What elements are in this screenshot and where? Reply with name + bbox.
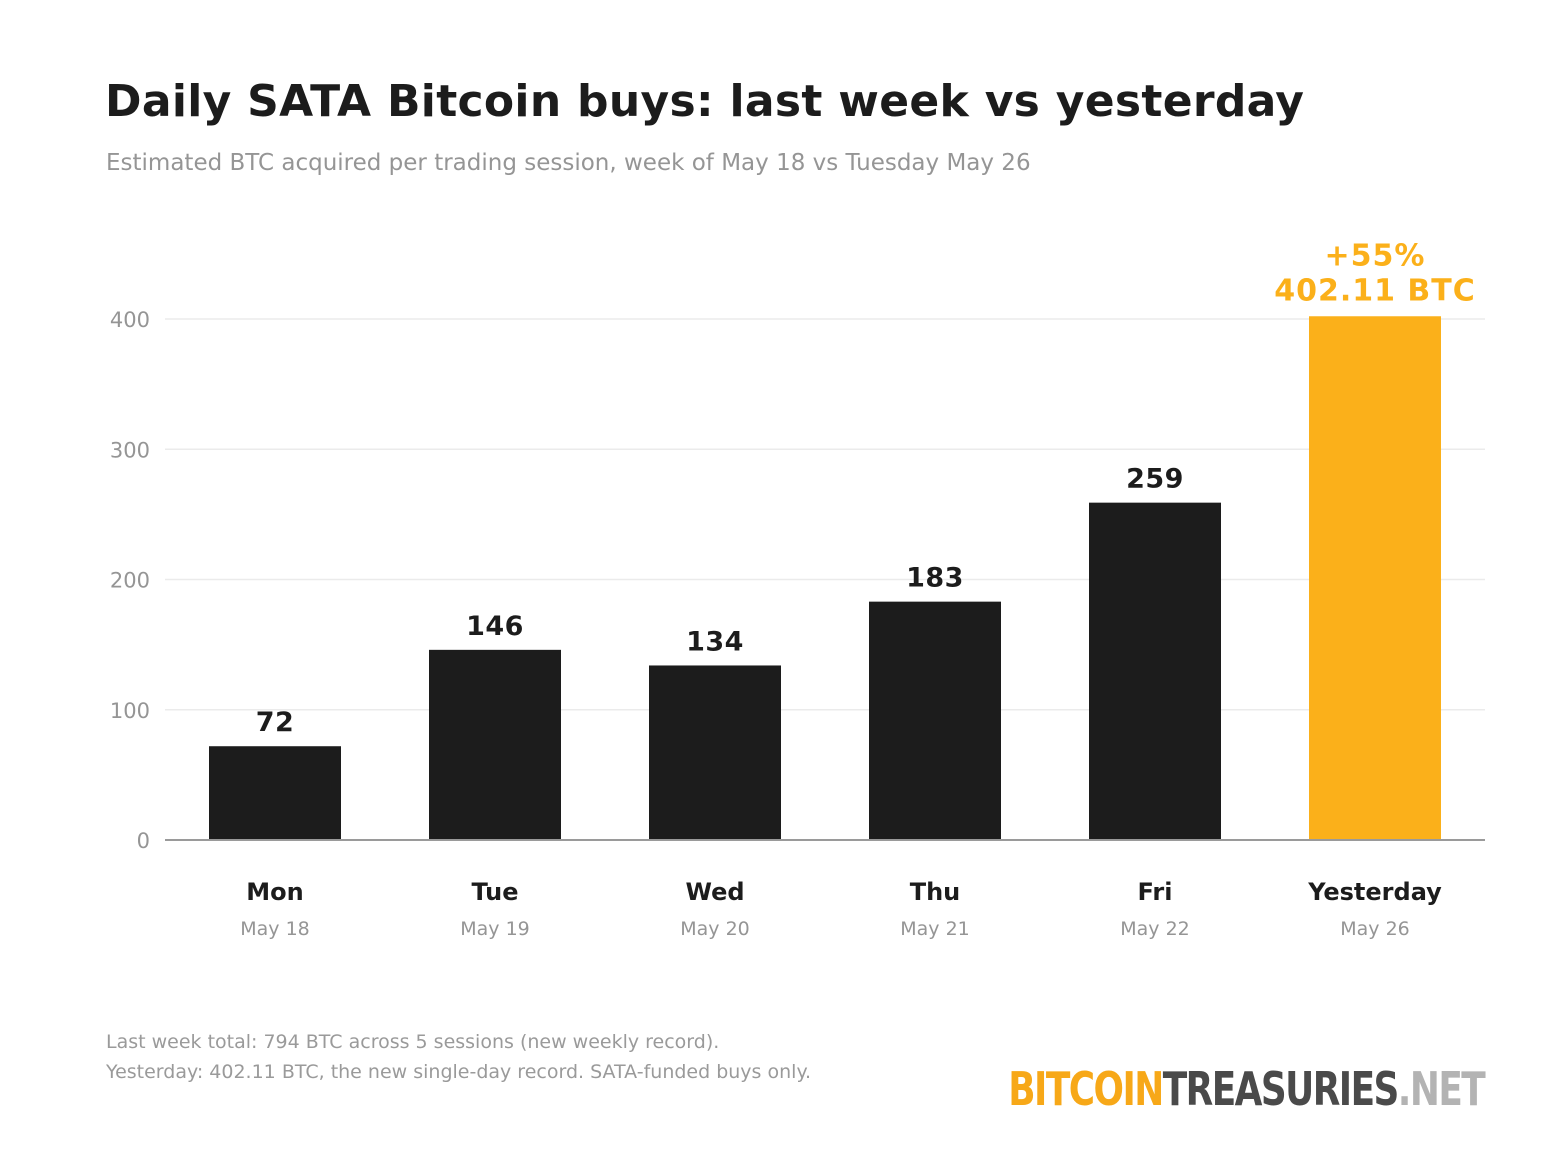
bar xyxy=(209,746,341,840)
bar-value-label: 259 xyxy=(1126,464,1184,495)
x-date-label: May 20 xyxy=(680,918,750,940)
bar xyxy=(869,601,1001,840)
bar-value-label: 183 xyxy=(906,563,964,594)
bar-highlight xyxy=(1309,316,1441,841)
y-tick-label: 300 xyxy=(110,438,150,462)
bar-value-label: 134 xyxy=(686,626,744,657)
x-date-label: May 19 xyxy=(460,918,530,940)
x-category-label: Fri xyxy=(1138,878,1173,906)
brand-logo: BITCOINTREASURIES.NET xyxy=(1008,1062,1486,1116)
brand-logo-part-bitcoin: BITCOIN xyxy=(1008,1062,1164,1116)
bar xyxy=(1089,502,1221,840)
x-category-label: Tue xyxy=(471,878,518,906)
x-date-label: May 18 xyxy=(240,918,310,940)
bar xyxy=(649,665,781,840)
x-date-label: May 26 xyxy=(1340,918,1410,940)
footnote-weekly-total: Last week total: 794 BTC across 5 sessio… xyxy=(106,1031,720,1053)
x-category-label: Wed xyxy=(685,878,744,906)
x-category-label: Thu xyxy=(910,878,961,906)
chart-subtitle: Estimated BTC acquired per trading sessi… xyxy=(106,150,1031,176)
y-tick-label: 0 xyxy=(137,829,150,853)
y-tick-label: 200 xyxy=(110,569,150,593)
x-date-label: May 22 xyxy=(1120,918,1190,940)
brand-logo-part-net: .NET xyxy=(1397,1062,1486,1116)
x-category-label: Yesterday xyxy=(1307,878,1442,906)
bar xyxy=(429,649,561,840)
bar-change-annotation: +55% xyxy=(1325,238,1426,273)
y-tick-label: 100 xyxy=(110,699,150,723)
bar-value-label: 146 xyxy=(466,611,524,642)
y-tick-label: 400 xyxy=(110,308,150,332)
x-date-label: May 21 xyxy=(900,918,970,940)
brand-logo-part-treasuries: TREASURIES xyxy=(1162,1062,1399,1116)
chart-title: Daily SATA Bitcoin buys: last week vs ye… xyxy=(105,76,1305,127)
bar-value-label: 402.11 BTC xyxy=(1274,273,1476,308)
footnote-yesterday: Yesterday: 402.11 BTC, the new single-da… xyxy=(106,1061,812,1083)
bar-value-label: 72 xyxy=(256,707,295,738)
x-category-label: Mon xyxy=(246,878,303,906)
